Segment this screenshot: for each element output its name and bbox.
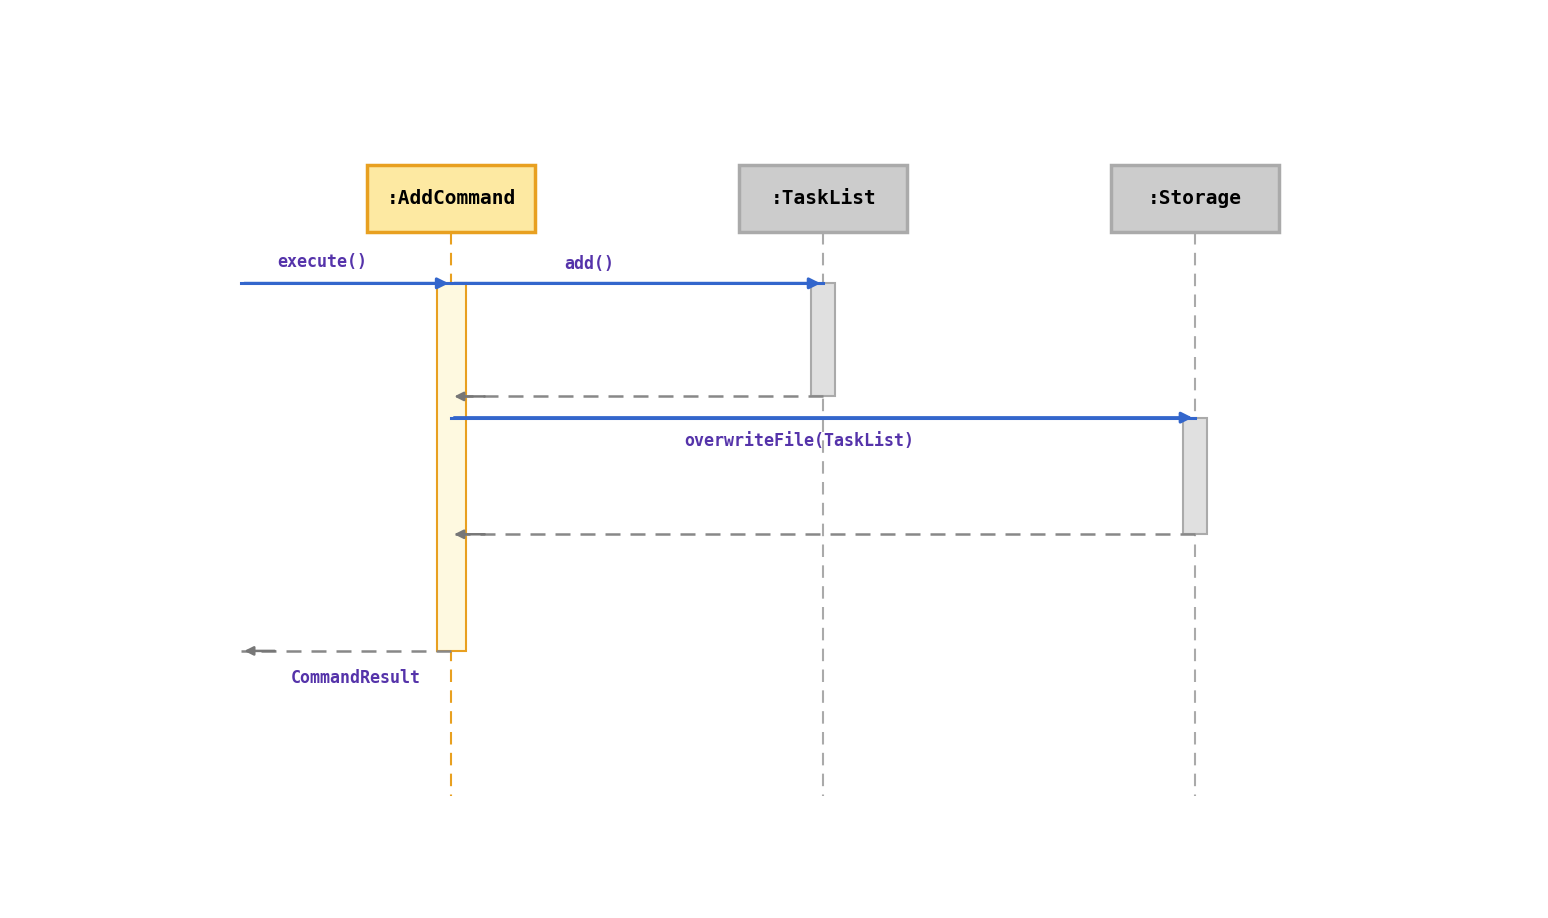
Text: overwriteFile(TaskList): overwriteFile(TaskList) <box>684 432 915 450</box>
Text: CommandResult: CommandResult <box>291 669 421 687</box>
FancyBboxPatch shape <box>367 165 536 232</box>
Text: :AddCommand: :AddCommand <box>387 189 515 208</box>
Text: :TaskList: :TaskList <box>771 189 876 208</box>
Text: execute(): execute() <box>277 253 367 271</box>
FancyBboxPatch shape <box>437 284 466 651</box>
Text: :Storage: :Storage <box>1149 189 1241 208</box>
FancyBboxPatch shape <box>1111 165 1279 232</box>
Text: add(): add() <box>565 254 615 273</box>
FancyBboxPatch shape <box>1183 418 1207 534</box>
FancyBboxPatch shape <box>740 165 907 232</box>
FancyBboxPatch shape <box>811 284 836 397</box>
